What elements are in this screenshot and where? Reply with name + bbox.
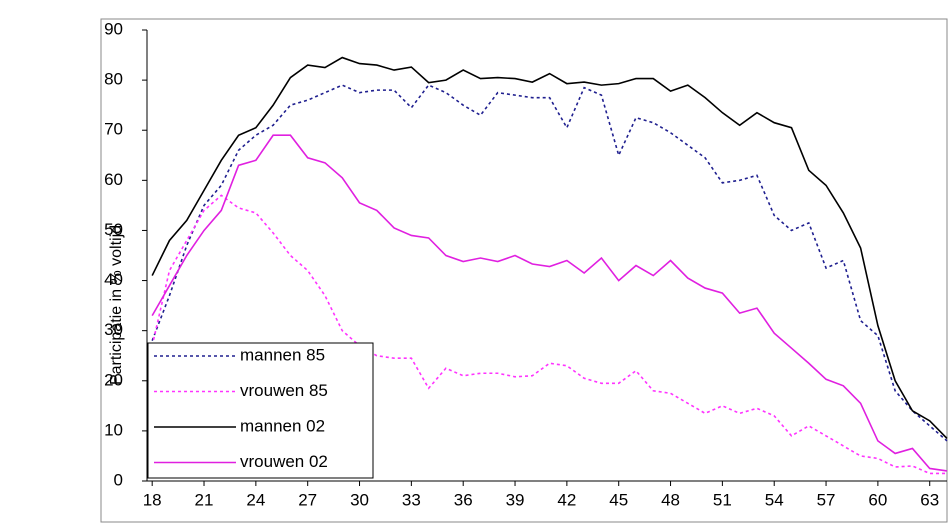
legend-label: vrouwen 02 — [240, 452, 328, 471]
y-tick-label: 60 — [104, 170, 123, 189]
y-tick-label: 40 — [104, 270, 123, 289]
x-tick-label: 27 — [298, 490, 317, 509]
legend-label: mannen 02 — [240, 416, 325, 435]
y-tick-label: 70 — [104, 120, 123, 139]
x-tick-label: 36 — [454, 490, 473, 509]
y-tick-label: 10 — [104, 420, 123, 439]
series-line — [151, 56, 948, 439]
x-tick-label: 63 — [920, 490, 939, 509]
x-tick-label: 51 — [713, 490, 732, 509]
x-tick-label: 45 — [609, 490, 628, 509]
x-tick-label: 57 — [817, 490, 836, 509]
y-tick-label: 20 — [104, 370, 123, 389]
legend-label: vrouwen 85 — [240, 381, 328, 400]
y-axis-label: Participatie in % voltijd — [108, 225, 125, 385]
x-tick-label: 21 — [195, 490, 214, 509]
x-tick-label: 30 — [350, 490, 369, 509]
legend-box — [147, 342, 374, 479]
x-tick-label: 54 — [765, 490, 784, 509]
legend-label: mannen 85 — [240, 345, 325, 364]
series-line — [151, 194, 947, 475]
y-tick-label: 50 — [104, 220, 123, 239]
y-tick-label: 0 — [114, 470, 123, 489]
y-tick-label: 80 — [104, 70, 123, 89]
series-line — [151, 134, 948, 472]
x-tick-label: 18 — [143, 490, 162, 509]
x-tick-label: 39 — [506, 490, 525, 509]
y-tick-label: 30 — [104, 320, 123, 339]
x-tick-label: 48 — [661, 490, 680, 509]
x-tick-label: 42 — [557, 490, 576, 509]
y-tick-label: 90 — [104, 19, 123, 38]
x-tick-label: 60 — [868, 490, 887, 509]
x-tick-label: 33 — [402, 490, 421, 509]
x-tick-label: 24 — [246, 490, 265, 509]
series-line — [151, 84, 948, 442]
